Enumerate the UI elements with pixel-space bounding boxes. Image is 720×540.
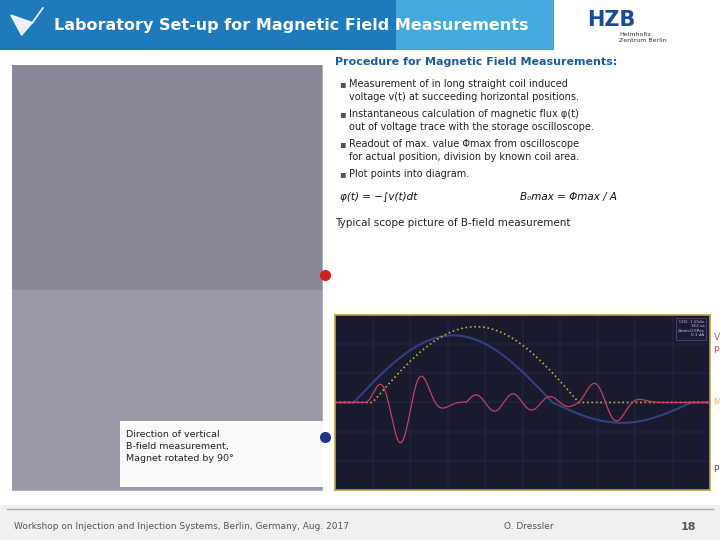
Bar [396,0,720,50]
Polygon shape [11,8,43,35]
Text: O. Dressler: O. Dressler [504,522,554,531]
Text: Helmholtz
Zentrum Berlin: Helmholtz Zentrum Berlin [619,32,667,43]
FancyBboxPatch shape [120,421,324,487]
Text: ▪: ▪ [339,169,346,179]
Bar [0,0,396,50]
Text: Magnetic flux [Φ]: Magnetic flux [Φ] [714,398,720,407]
Text: Measurement of in long straight coil induced
voltage v(t) at succeeding horizont: Measurement of in long straight coil ind… [349,79,579,102]
Text: Procedure for Magnetic Field Measurements:: Procedure for Magnetic Field Measurement… [335,57,617,67]
Bar [12,65,322,490]
Text: Readout of max. value Φmax from oscilloscope
for actual position, division by kn: Readout of max. value Φmax from oscillos… [349,139,579,162]
Bar [554,0,720,53]
Text: Laboratory Set-up for Magnetic Field Measurements: Laboratory Set-up for Magnetic Field Mea… [54,18,528,32]
Text: Workshop on Injection and Injection Systems, Berlin, Germany, Aug. 2017: Workshop on Injection and Injection Syst… [14,522,349,531]
Text: CH1: 1 V/div
1E2 us
Zoom:0.5Pos
0.1 dA: CH1: 1 V/div 1E2 us Zoom:0.5Pos 0.1 dA [678,320,704,338]
Bar [12,290,322,490]
Text: Voltage signal in
pick-up coil [V]: Voltage signal in pick-up coil [V] [714,333,720,353]
Text: Typical scope picture of B-field measurement: Typical scope picture of B-field measure… [335,218,570,227]
Text: Instantaneous calculation of magnetic flux φ(t)
out of voltage trace with the st: Instantaneous calculation of magnetic fl… [349,109,594,132]
Text: B₀max = Φmax / A: B₀max = Φmax / A [520,192,617,201]
Text: φ(t) = −∫v(t)dt: φ(t) = −∫v(t)dt [340,192,418,201]
Text: ▪: ▪ [339,109,346,119]
Bar [12,65,322,290]
Text: Plot points into diagram.: Plot points into diagram. [349,169,469,179]
Text: HZB: HZB [587,10,635,30]
Text: ▪: ▪ [339,139,346,149]
Text: Pulse current [V~A]: Pulse current [V~A] [714,464,720,474]
Text: Direction of vertical
B-field measurement,
Magnet rotated by 90°: Direction of vertical B-field measuremen… [126,430,234,463]
Text: ▪: ▪ [339,79,346,89]
Text: 18: 18 [680,522,696,532]
